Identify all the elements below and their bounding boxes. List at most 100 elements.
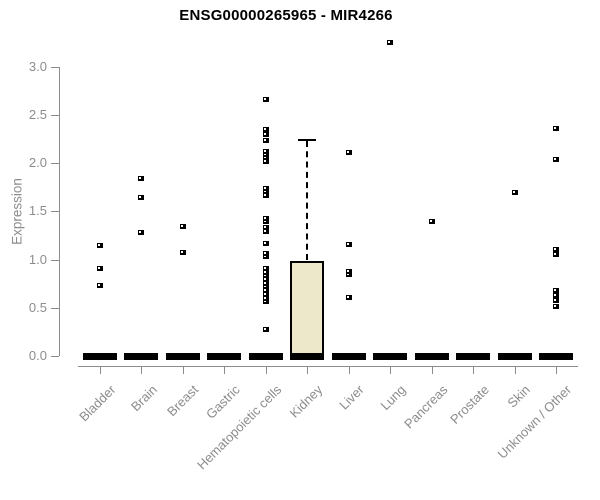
y-tick — [51, 67, 59, 68]
median-bar — [290, 352, 324, 360]
outlier-point — [262, 126, 269, 132]
x-tick — [100, 366, 101, 374]
whisker — [306, 140, 308, 261]
x-tick — [349, 366, 350, 374]
outlier-point — [262, 189, 269, 195]
median-bar — [124, 352, 158, 360]
outlier-point — [262, 158, 269, 164]
x-tick-label: Gastric — [202, 382, 243, 422]
y-tick — [51, 308, 59, 309]
y-tick-label: 1.0 — [28, 252, 47, 267]
outlier-point — [262, 287, 269, 293]
outlier-point — [262, 291, 269, 297]
x-tick-label: Lung — [377, 382, 409, 414]
x-tick — [515, 366, 516, 374]
x-tick — [141, 366, 142, 374]
outlier-point — [262, 240, 269, 246]
x-tick-label: Kidney — [286, 382, 326, 421]
outlier-point — [553, 304, 559, 310]
x-tick — [473, 366, 474, 374]
outlier-point — [553, 247, 559, 253]
median-bar — [82, 352, 117, 360]
outlier-point — [138, 195, 144, 201]
median-bar — [456, 352, 490, 360]
outlier-point — [179, 224, 186, 230]
outlier-point — [262, 277, 269, 283]
outlier-point — [262, 295, 269, 301]
x-tick — [224, 366, 225, 374]
y-tick — [51, 211, 59, 212]
median-bar — [539, 352, 573, 360]
y-tick-label: 0.0 — [28, 348, 47, 363]
y-tick — [51, 115, 59, 116]
median-bar — [373, 352, 407, 360]
median-bar — [165, 352, 200, 360]
outlier-point — [138, 229, 144, 235]
outlier-point — [262, 193, 269, 199]
median-bar — [248, 352, 283, 360]
x-tick-label: Liver — [336, 382, 368, 413]
outlier-point — [428, 219, 435, 225]
outlier-point — [262, 273, 269, 279]
outlier-point — [553, 292, 559, 298]
outlier-point — [262, 229, 269, 234]
x-tick-label: Breast — [163, 382, 202, 420]
x-tick-label: Prostate — [446, 382, 492, 427]
x-tick — [432, 366, 433, 374]
outlier-point — [262, 185, 269, 191]
outlier-point — [96, 243, 103, 249]
y-axis-line — [59, 66, 60, 356]
y-tick-label: 2.0 — [28, 155, 47, 170]
median-bar — [414, 352, 449, 360]
outlier-point — [138, 175, 144, 181]
x-tick — [183, 366, 184, 374]
outlier-point — [262, 215, 269, 221]
outlier-point — [262, 131, 269, 137]
outlier-point — [553, 156, 559, 162]
y-tick — [51, 163, 59, 164]
outlier-point — [262, 96, 269, 102]
outlier-point — [179, 250, 186, 256]
x-tick — [556, 366, 557, 374]
outlier-point — [511, 190, 518, 196]
median-bar — [497, 352, 532, 360]
outlier-point — [345, 272, 352, 278]
x-tick-label: Unknown / Other — [495, 382, 575, 462]
outlier-point — [262, 219, 269, 225]
outlier-point — [345, 241, 352, 247]
median-bar — [207, 352, 241, 360]
outlier-point — [553, 252, 559, 258]
outlier-point — [96, 283, 103, 289]
outlier-point — [262, 327, 269, 333]
y-tick-label: 3.0 — [28, 59, 47, 74]
outlier-point — [262, 225, 269, 231]
chart-title: ENSG00000265965 - MIR4266 — [179, 7, 393, 24]
x-tick-label: Pancreas — [400, 382, 451, 432]
x-tick — [390, 366, 391, 374]
outlier-point — [387, 39, 393, 45]
outlier-point — [262, 281, 269, 287]
x-tick — [307, 366, 308, 374]
y-tick-label: 1.5 — [28, 203, 47, 218]
outlier-point — [345, 294, 352, 300]
outlier-point — [553, 125, 559, 131]
outlier-point — [345, 149, 352, 155]
outlier-point — [262, 251, 269, 257]
outlier-point — [553, 297, 559, 303]
x-tick-label: Bladder — [75, 382, 119, 425]
x-axis-line — [78, 366, 578, 367]
y-tick — [51, 356, 59, 357]
outlier-point — [262, 265, 269, 271]
outlier-point — [262, 269, 269, 275]
y-tick — [51, 260, 59, 261]
median-bar — [331, 352, 366, 360]
outlier-point — [262, 138, 269, 144]
outlier-point — [262, 299, 269, 305]
x-tick-label: Brain — [127, 382, 160, 415]
outlier-point — [262, 148, 269, 154]
whisker-cap — [298, 138, 316, 141]
y-tick-label: 0.5 — [28, 300, 47, 315]
outlier-point — [553, 287, 559, 293]
